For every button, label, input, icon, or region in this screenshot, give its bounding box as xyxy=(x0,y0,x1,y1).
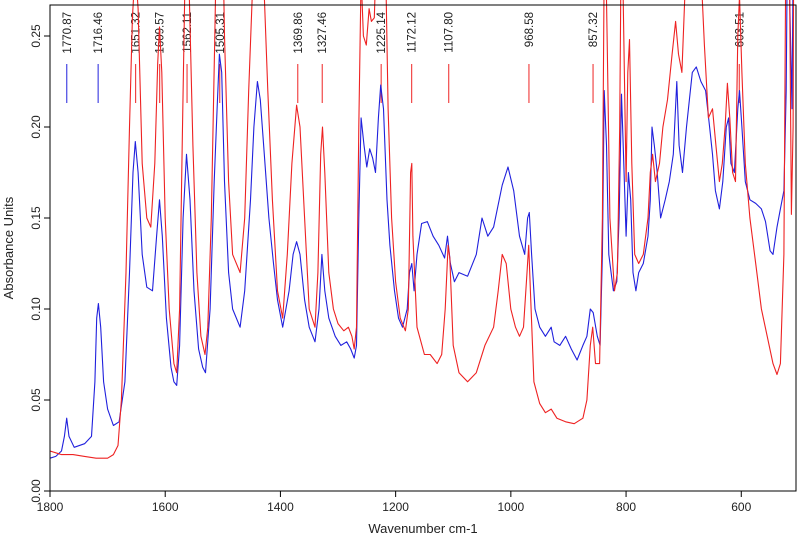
peak-label: 1716.46 xyxy=(93,12,105,54)
peak-label: 1609.57 xyxy=(155,12,167,54)
y-tick-label: 0.10 xyxy=(29,297,43,321)
y-axis-title: Absorbance Units xyxy=(1,196,16,299)
peak-label: 1107.80 xyxy=(444,12,456,53)
x-tick-label: 1800 xyxy=(37,500,64,514)
peak-label: 1225.14 xyxy=(376,11,388,53)
x-tick-label: 600 xyxy=(731,500,751,514)
peak-markers: 1770.87 1716.46 1651.32 1609.57 1562.11 1505.… xyxy=(62,11,746,103)
plot-frame xyxy=(49,4,797,492)
peak-label: 1327.46 xyxy=(317,12,329,54)
series-lines xyxy=(49,0,795,459)
peak-label: 1369.86 xyxy=(293,12,305,54)
x-tick-label: 1600 xyxy=(152,500,179,514)
x-tick-label: 1400 xyxy=(267,500,294,514)
y-axis: 0.000.050.100.150.200.250.300.350.40 xyxy=(29,24,50,503)
series-line-red xyxy=(49,0,795,459)
y-tick-label: 0.05 xyxy=(29,388,43,412)
series-line-blue xyxy=(49,0,794,459)
peak-label: 1172.12 xyxy=(407,12,419,53)
peak-label: 1770.87 xyxy=(62,12,74,54)
x-tick-label: 1000 xyxy=(497,500,524,514)
x-tick-label: 800 xyxy=(616,500,636,514)
peak-label: 1651.32 xyxy=(131,12,143,54)
y-tick-label: 0.20 xyxy=(29,115,43,139)
y-tick-label: 0.00 xyxy=(29,479,43,503)
x-axis: 1800 1600 1400 1200 1000 800 600 xyxy=(37,491,752,514)
y-tick-label: 0.15 xyxy=(29,206,43,230)
x-axis-title: Wavenumber cm-1 xyxy=(368,521,477,536)
x-tick-label: 1200 xyxy=(382,500,409,514)
y-tick-label: 0.25 xyxy=(29,24,43,48)
peak-label: 857.32 xyxy=(588,12,600,47)
peak-label: 968.58 xyxy=(524,12,536,47)
peak-label: 1562.11 xyxy=(182,12,194,53)
